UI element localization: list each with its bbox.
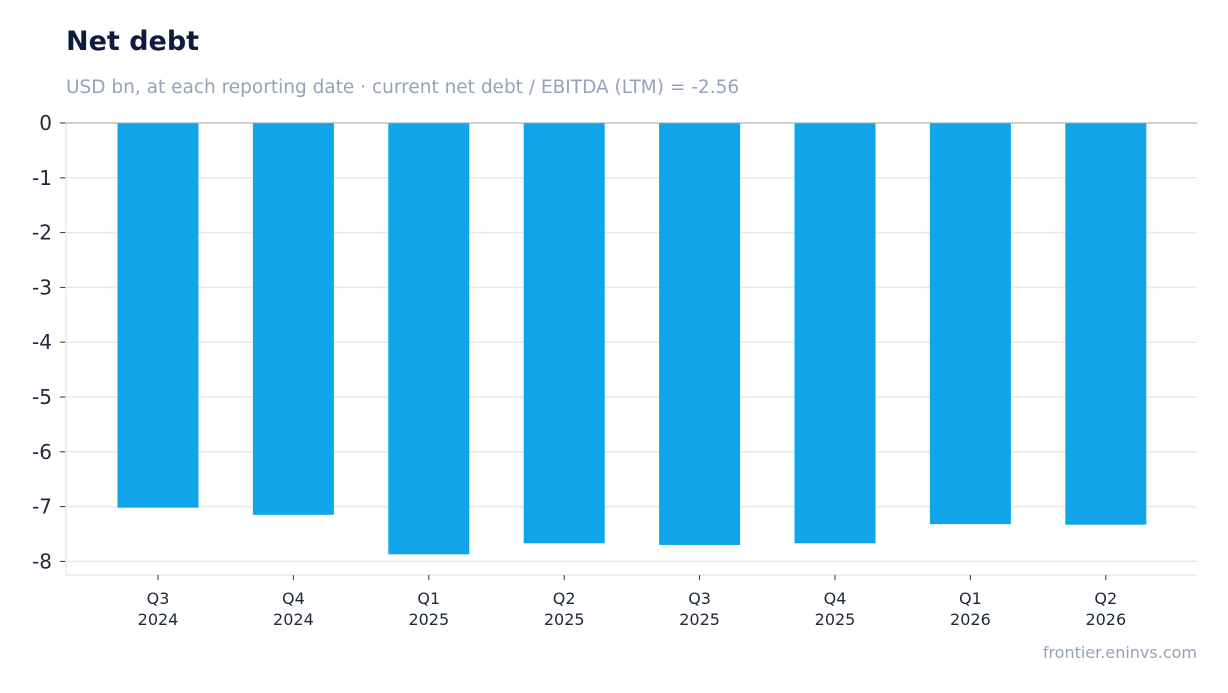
- chart-title: Net debt: [66, 26, 200, 57]
- x-tick-label-year: 2024: [138, 610, 179, 629]
- x-tick-label-year: 2025: [679, 610, 720, 629]
- bar: [523, 123, 605, 544]
- bar: [659, 123, 741, 545]
- y-tick-label: -6: [32, 440, 52, 464]
- bar: [252, 123, 334, 515]
- y-tick-label: -1: [32, 166, 52, 190]
- x-tick-label-quarter: Q3: [688, 589, 711, 608]
- x-tick-label-quarter: Q3: [147, 589, 170, 608]
- source-credit: frontier.eninvs.com: [1042, 643, 1197, 662]
- y-tick-label: -7: [32, 495, 52, 519]
- x-tick-label-year: 2025: [815, 610, 856, 629]
- x-tick-label-quarter: Q2: [553, 589, 576, 608]
- x-tick-label-year: 2026: [1085, 610, 1126, 629]
- x-tick-label-quarter: Q4: [282, 589, 305, 608]
- bar: [794, 123, 876, 544]
- y-tick-label: -4: [32, 330, 52, 354]
- y-tick-label: -2: [32, 221, 52, 245]
- x-tick-label-quarter: Q1: [959, 589, 982, 608]
- x-tick-label-year: 2026: [950, 610, 991, 629]
- y-tick-label: -8: [32, 549, 52, 573]
- bar: [117, 123, 199, 508]
- bar: [388, 123, 470, 555]
- y-tick-label: 0: [39, 111, 52, 135]
- x-tick-label-quarter: Q1: [417, 589, 440, 608]
- x-tick-label-year: 2025: [544, 610, 585, 629]
- x-tick-label-year: 2024: [273, 610, 314, 629]
- y-tick-label: -3: [32, 275, 52, 299]
- bar: [929, 123, 1011, 525]
- x-tick-label-year: 2025: [408, 610, 449, 629]
- y-tick-label: -5: [32, 385, 52, 409]
- x-tick-label-quarter: Q4: [824, 589, 847, 608]
- x-tick-label-quarter: Q2: [1094, 589, 1117, 608]
- bar: [1065, 123, 1147, 525]
- chart-subtitle: USD bn, at each reporting date · current…: [66, 77, 740, 98]
